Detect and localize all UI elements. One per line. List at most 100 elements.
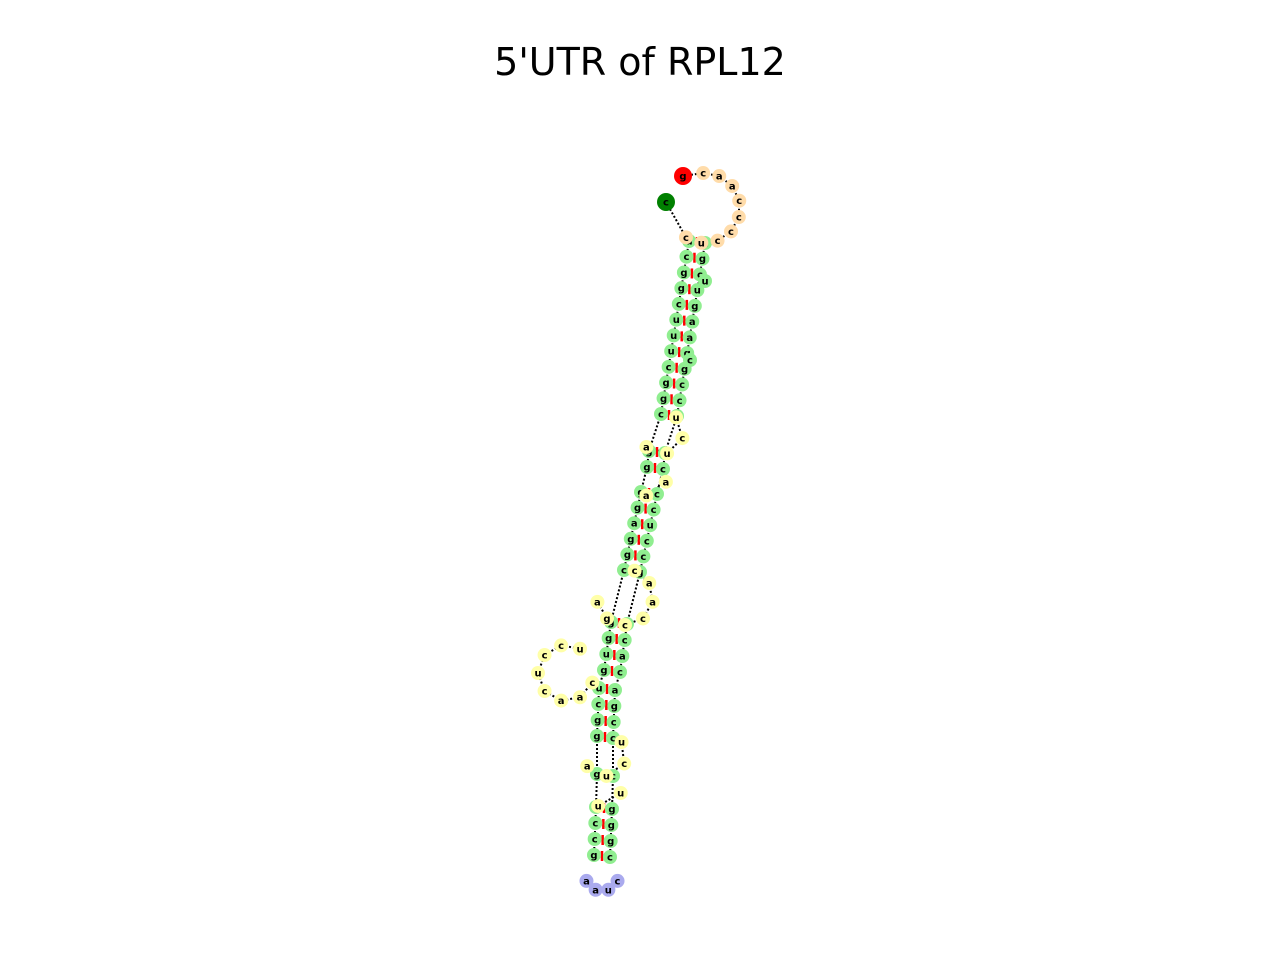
nucleotide-letter: g [634, 503, 641, 514]
nucleotide-letter: c [621, 759, 627, 770]
nucleotide-circle [639, 488, 654, 503]
nucleotide-letter: a [643, 491, 650, 502]
backbone-segment [598, 669, 605, 689]
side-hairpin-nucleotide: u [531, 666, 545, 680]
nucleotide-letter: c [736, 213, 742, 224]
nucleotide-letter: c [592, 835, 598, 846]
nucleotide-letter: c [651, 505, 657, 516]
external-loop-nucleotide: a [712, 169, 727, 184]
nucleotide-letter: u [668, 347, 675, 358]
nucleotide-circle [613, 785, 628, 800]
three-prime-end-nucleotide: c [657, 193, 675, 211]
stem-nucleotide-3prime: a [685, 314, 700, 329]
nucleotide-letter: g [605, 634, 612, 645]
nucleotide-letter: c [622, 636, 628, 647]
nucleotide-circle [603, 834, 618, 848]
external-loop-nucleotide: u [694, 235, 709, 250]
side-hairpin-nucleotide: a [554, 693, 569, 708]
side-hairpin-nucleotide: a [573, 690, 587, 705]
nucleotide-circle [679, 249, 694, 264]
nucleotide-circle [587, 832, 602, 846]
stem-nucleotide-5prime: c [671, 296, 686, 311]
nucleotide-circle [588, 816, 603, 830]
nucleotide-circle [690, 283, 705, 298]
nucleotide-circle [597, 663, 611, 677]
nucleotide-letter: u [617, 788, 624, 799]
nucleotide-letter: c [660, 465, 666, 476]
nucleotide-circle [664, 344, 679, 359]
nucleotide-circle [669, 410, 684, 425]
nucleotide-letter: g [691, 301, 698, 312]
nucleotide-letter: g [679, 172, 686, 183]
stem-nucleotide-5prime: g [659, 375, 674, 390]
external-loop-nucleotide: c [724, 224, 739, 239]
nucleotide-circle [537, 648, 552, 663]
interior-loop-nucleotide: c [618, 618, 632, 632]
nucleotide-letter: g [590, 851, 597, 862]
nucleotide-circle [580, 759, 595, 774]
bulge-nucleotide: u [698, 274, 712, 288]
nucleotide-circle [606, 715, 621, 729]
nucleotide-circle [712, 169, 727, 184]
stem-nucleotide-3prime: c [606, 715, 621, 729]
nucleotide-letter: a [686, 333, 693, 344]
nucleotide-letter: u [534, 669, 541, 680]
stem-nucleotide-3prime: c [656, 462, 670, 476]
nucleotide-circle [627, 516, 642, 531]
interior-loop-nucleotide: u [599, 768, 614, 783]
nucleotide-circle [531, 666, 545, 680]
backbone-segment [648, 582, 654, 603]
nucleotide-circle [608, 683, 622, 697]
nucleotide-letter: c [607, 853, 613, 864]
nucleotide-letter: a [577, 693, 584, 704]
stem-nucleotide-5prime: c [591, 697, 606, 711]
stem-nucleotide-5prime: g [656, 391, 671, 406]
nucleotide-letter: c [697, 270, 703, 281]
nucleotide-letter: c [615, 876, 621, 887]
nucleotide-letter: c [677, 396, 683, 407]
stem-nucleotide-3prime: g [687, 298, 702, 313]
backbone-segment [642, 601, 654, 619]
nucleotide-circle [675, 377, 690, 392]
backbone-segment [560, 696, 581, 702]
stem-nucleotide-3prime: a [608, 683, 622, 697]
interior-loop-nucleotide: u [591, 798, 606, 813]
nucleotide-letter: c [542, 686, 548, 697]
nucleotide-letter: g [593, 732, 600, 743]
nucleotide-circle [627, 563, 642, 578]
nucleotide-letter: u [603, 650, 610, 661]
stem-nucleotide-3prime: c [650, 487, 664, 501]
external-loop-nucleotide: c [696, 166, 711, 181]
side-hairpin-nucleotide: c [585, 675, 600, 690]
stem-nucleotide-5prime: c [661, 359, 676, 374]
nucleotide-circle [585, 675, 600, 690]
stem-nucleotide-3prime: c [639, 533, 654, 548]
nucleotide-letter: c [666, 362, 672, 373]
interior-loop-nucleotide: a [580, 759, 595, 774]
hairpin-loop-nucleotide: a [588, 882, 603, 897]
nucleotide-circle [661, 359, 676, 374]
nucleotide-circle [620, 547, 635, 562]
nucleotide-circle [732, 193, 747, 208]
interior-loop-nucleotide: c [617, 756, 632, 771]
nucleotide-circle [601, 631, 616, 645]
interior-loop-nucleotide: c [627, 563, 642, 578]
nucleotide-circle [696, 166, 711, 181]
nucleotide-letter: u [603, 771, 610, 782]
chart-title: 5'UTR of RPL12 [494, 40, 786, 84]
nucleotide-circle [674, 167, 692, 185]
external-loop-nucleotide: c [678, 230, 693, 245]
nucleotide-letter: c [589, 678, 595, 689]
nucleotide-circle [599, 647, 614, 661]
nucleotide-letter: g [611, 702, 618, 713]
nucleotide-circle [579, 873, 594, 888]
backbone-segment [544, 644, 562, 656]
external-loop-nucleotide: a [725, 178, 740, 193]
nucleotide-letter: c [736, 196, 742, 207]
nucleotide-letter: g [608, 821, 615, 832]
nucleotide-letter: a [631, 519, 638, 530]
stem-nucleotide-5prime: u [666, 328, 681, 343]
interior-loop-nucleotide: a [590, 594, 605, 609]
nucleotide-circle [694, 235, 709, 250]
